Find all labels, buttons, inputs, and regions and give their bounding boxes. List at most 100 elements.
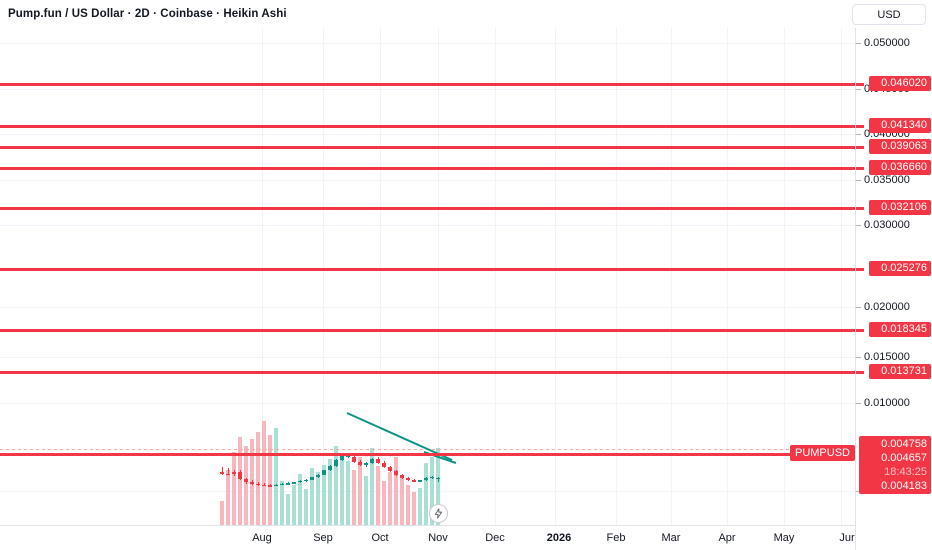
gridline-vertical [616,28,617,525]
price-axis-tick-label: 0.050000 [864,37,910,49]
volume-bar [430,456,434,525]
candle-body [328,466,332,471]
price-level-tag[interactable]: 0.013731 [869,364,931,379]
candle-body [424,477,428,481]
candle-body [232,472,236,474]
volume-bar [304,488,308,525]
candle-body [220,472,224,474]
volume-bar [316,472,320,525]
candle-body [292,482,296,484]
currency-button[interactable]: USD [852,4,926,25]
price-level-line[interactable] [0,268,855,271]
price-level-tag[interactable]: 0.039063 [869,139,931,154]
time-axis[interactable]: Aug Sep Oct Nov Dec 2026 Feb Mar Apr May Jur [0,525,855,550]
price-level-line[interactable] [0,207,855,210]
candle-body [244,478,248,483]
currency-button-label: USD [877,8,901,21]
session-low-value: 0.004183 [881,480,927,492]
price-axis-tick-mark [856,403,861,404]
price-axis-tick-label: 0.030000 [864,219,910,231]
chart-plot-area[interactable]: PUMPUSD [0,28,855,525]
price-axis-tick-mark [856,43,861,44]
symbol-tag: PUMPUSD [789,445,855,461]
candle-body [274,484,278,486]
price-axis-tick-mark [856,134,861,135]
price-axis-tick-mark [856,357,861,358]
candle-body [310,477,314,480]
price-axis-tick-mark [856,180,861,181]
gridline-vertical [727,28,728,525]
volume-bar [238,437,242,525]
price-axis-tick-mark [856,491,861,492]
price-axis[interactable]: 0.0500000.0450000.0400000.0350000.030000… [855,28,932,550]
volume-bar [424,463,428,525]
price-level-line[interactable] [0,125,855,128]
price-level-tag[interactable]: 0.041340 [869,118,931,133]
time-axis-label: Feb [606,532,626,544]
candle-body [304,479,308,482]
candle-body [418,480,422,482]
gridline-horizontal [0,180,855,181]
price-level-tag[interactable]: 0.018345 [869,322,931,337]
current-price-line [0,453,855,456]
price-level-stub [856,146,864,149]
price-level-line[interactable] [0,371,855,374]
price-level-line[interactable] [0,329,855,332]
price-level-stub [856,83,864,86]
gridline-vertical [323,28,324,525]
gridline-vertical [438,28,439,525]
price-level-tag[interactable]: 0.025276 [869,261,931,276]
candle-body [256,483,260,486]
price-level-stub [856,125,864,128]
lightning-icon[interactable] [429,504,448,523]
volume-bar [334,445,338,525]
price-level-line[interactable] [0,146,855,149]
drawing-layer[interactable] [0,28,855,525]
candle-body [226,473,230,476]
price-level-line[interactable] [0,167,855,170]
volume-bar [376,465,380,525]
last-update-time: 18:43:25 [884,466,927,478]
volume-bar [364,475,368,525]
price-level-line[interactable] [0,83,855,86]
volume-bar [268,434,272,525]
price-axis-tick-mark [856,89,861,90]
candle-body [370,459,374,464]
price-axis-tick-mark [856,307,861,308]
volume-bar [292,485,296,525]
time-axis-label: Jur [839,532,855,544]
volume-bar [262,420,266,525]
candle-body [322,470,326,475]
price-level-tag[interactable]: 0.046020 [869,76,931,91]
session-high-value: 0.004758 [881,438,927,450]
candle-body [436,477,440,480]
volume-bar [352,470,356,525]
price-level-tag[interactable]: 0.036660 [869,160,931,175]
price-level-stub [856,167,864,170]
candle-body [280,483,284,486]
descending-resistance[interactable] [346,412,453,461]
candle-body [394,471,398,476]
volume-bar [298,474,302,525]
time-axis-label: Mar [661,532,681,544]
volume-bar [346,461,350,525]
price-level-stub [856,371,864,374]
time-axis-label: Sep [313,532,333,544]
volume-bar [358,456,362,525]
last-price-value: 0.004657 [881,452,927,464]
candle-body [376,459,380,463]
time-axis-label: May [773,532,795,544]
gridline-vertical [555,28,556,525]
candle-body [238,472,242,479]
volume-bar [286,494,290,525]
price-level-stub [856,268,864,271]
time-axis-label: Apr [718,532,736,544]
gridline-horizontal [0,43,855,44]
price-level-tag[interactable]: 0.032106 [869,200,931,215]
volume-bar [394,456,398,525]
current-price-tag: 0.004758 0.004657 18:43:25 0.004183 [859,436,931,494]
gridline-horizontal [0,403,855,404]
volume-bar [436,448,440,525]
gridline-vertical [380,28,381,525]
